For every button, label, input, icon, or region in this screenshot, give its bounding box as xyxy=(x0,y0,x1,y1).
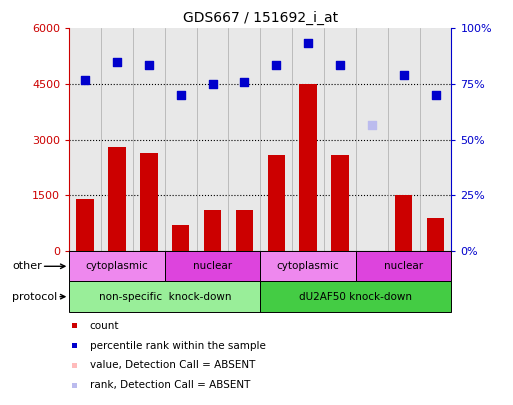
Bar xyxy=(228,28,261,251)
Bar xyxy=(427,218,444,251)
Point xyxy=(336,62,344,69)
Bar xyxy=(172,225,189,251)
Point xyxy=(304,40,312,47)
Text: percentile rank within the sample: percentile rank within the sample xyxy=(90,341,266,351)
Point xyxy=(431,92,440,98)
Bar xyxy=(133,28,165,251)
Bar xyxy=(267,155,285,251)
Text: cytoplasmic: cytoplasmic xyxy=(86,261,148,271)
Bar xyxy=(69,281,261,312)
Bar xyxy=(261,281,451,312)
Text: value, Detection Call = ABSENT: value, Detection Call = ABSENT xyxy=(90,360,255,371)
Text: dU2AF50 knock-down: dU2AF50 knock-down xyxy=(300,292,412,302)
Bar xyxy=(69,251,165,281)
Bar xyxy=(165,28,196,251)
Bar xyxy=(261,28,292,251)
Bar xyxy=(69,28,101,251)
Title: GDS667 / 151692_i_at: GDS667 / 151692_i_at xyxy=(183,11,338,25)
Bar xyxy=(356,28,388,251)
Point xyxy=(368,122,376,128)
Text: nuclear: nuclear xyxy=(193,261,232,271)
Text: rank, Detection Call = ABSENT: rank, Detection Call = ABSENT xyxy=(90,380,250,390)
Point xyxy=(400,72,408,78)
Text: non-specific  knock-down: non-specific knock-down xyxy=(98,292,231,302)
Point xyxy=(81,77,89,83)
Point xyxy=(176,92,185,98)
Bar xyxy=(388,28,420,251)
Bar xyxy=(420,28,451,251)
Point xyxy=(113,59,121,65)
Text: other: other xyxy=(12,261,65,271)
Point xyxy=(272,62,281,69)
Text: nuclear: nuclear xyxy=(384,261,423,271)
Bar xyxy=(235,210,253,251)
Bar xyxy=(140,153,157,251)
Bar xyxy=(356,251,451,281)
Bar xyxy=(324,28,356,251)
Bar xyxy=(108,147,126,251)
Bar xyxy=(292,28,324,251)
Text: cytoplasmic: cytoplasmic xyxy=(277,261,340,271)
Bar xyxy=(204,210,221,251)
Text: count: count xyxy=(90,321,120,331)
Bar xyxy=(300,84,317,251)
Bar xyxy=(76,199,94,251)
Bar xyxy=(165,251,261,281)
Bar xyxy=(261,251,356,281)
Point xyxy=(208,81,216,87)
Point xyxy=(145,62,153,69)
Bar xyxy=(331,155,349,251)
Point xyxy=(240,79,248,85)
Bar xyxy=(101,28,133,251)
Bar xyxy=(196,28,228,251)
Bar xyxy=(395,196,412,251)
Text: protocol: protocol xyxy=(12,292,65,302)
